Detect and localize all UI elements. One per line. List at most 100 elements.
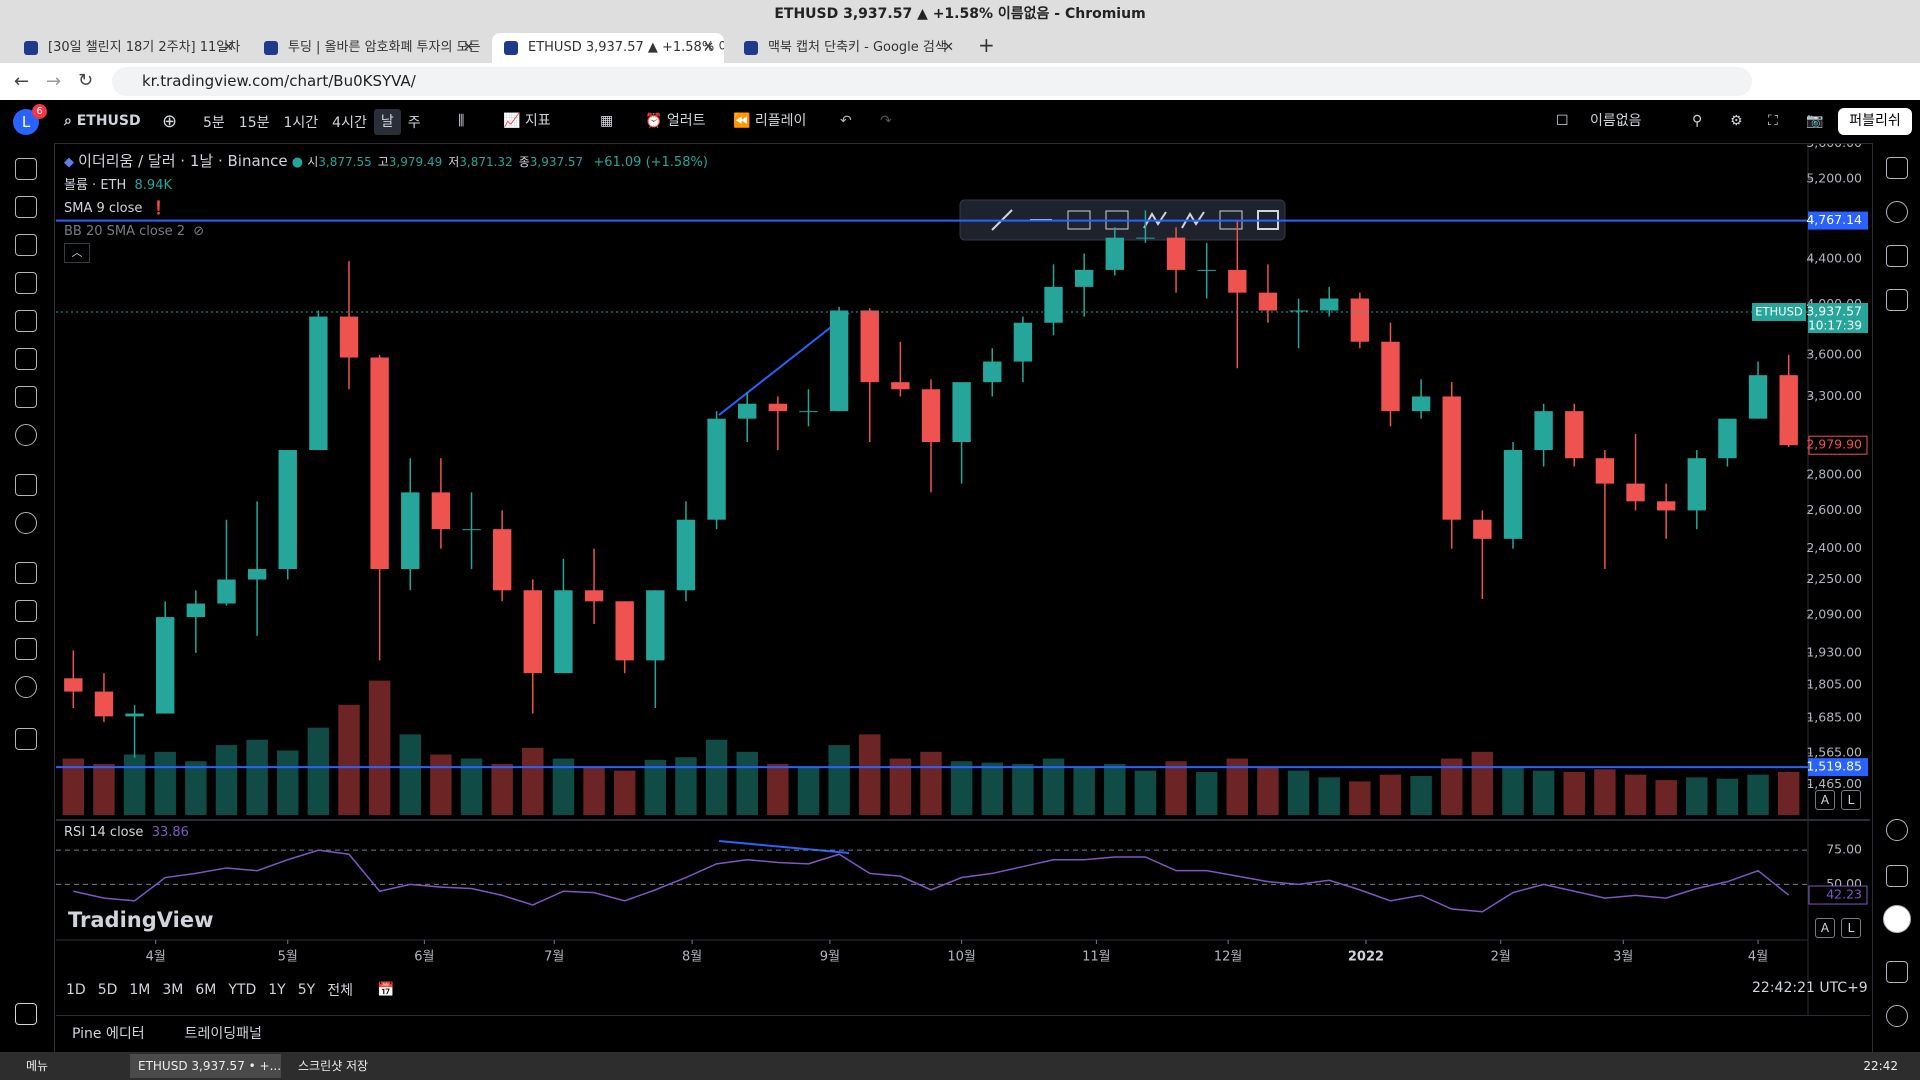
browser-tab[interactable]: 맥북 캡처 단축키 - Google 검색 ✕ <box>732 33 964 63</box>
x-tick-label: 4월 <box>1748 950 1768 965</box>
panel-tab[interactable]: Pine 에디터 <box>72 1026 145 1042</box>
scale-button[interactable]: L <box>1841 790 1861 810</box>
tab-close[interactable]: ✕ <box>463 40 474 55</box>
rsi-tick-label: 75.00 <box>1826 842 1862 857</box>
x-tick-label: 12월 <box>1214 950 1243 965</box>
tab-close[interactable]: ✕ <box>703 40 714 55</box>
candle-body <box>94 691 114 717</box>
range-button[interactable]: 1M <box>129 982 151 998</box>
quick-search[interactable]: ⚲ <box>1692 113 1703 129</box>
y-tick-label: 2,250.00 <box>1806 571 1862 586</box>
forward-button[interactable]: → <box>46 71 62 92</box>
interval[interactable]: 15분 <box>238 114 270 131</box>
scale-button[interactable]: A <box>1815 790 1835 810</box>
volume-bar <box>1195 771 1218 815</box>
interval[interactable]: 날 <box>373 108 401 135</box>
volume-bar <box>644 759 667 815</box>
url-field[interactable]: kr.tradingview.com/chart/Bu0KSYVA/ <box>112 67 1752 96</box>
line-tool[interactable] <box>15 196 37 218</box>
interval[interactable]: 주 <box>407 114 421 131</box>
panel-tab[interactable]: 트레이딩패널 <box>184 1026 262 1042</box>
taskbar-window[interactable]: ETHUSD 3,937.57 • +... <box>130 1054 281 1078</box>
volume-bar <box>1287 770 1310 815</box>
fib-tool[interactable] <box>15 234 37 256</box>
range-button[interactable]: 전체 <box>327 983 353 999</box>
back-button[interactable]: ← <box>14 71 30 92</box>
projection-tool[interactable] <box>15 310 37 332</box>
volume-bar <box>62 758 85 815</box>
undo-button[interactable]: ↶ <box>840 113 852 129</box>
chart-type-button[interactable]: ⫼ <box>458 113 465 129</box>
taskbar-window[interactable]: 스크린샷 저장 <box>298 1059 369 1073</box>
x-tick-label: 2월 <box>1491 950 1511 965</box>
scale-button[interactable]: L <box>1841 918 1861 938</box>
start-menu[interactable]: 메뉴 <box>26 1059 49 1073</box>
layout-name[interactable]: 이름없음 <box>1590 113 1642 129</box>
layers-icon[interactable] <box>1886 245 1908 267</box>
sma-label: SMA 9 close <box>64 201 143 216</box>
snapshot-button[interactable]: 📷 <box>1806 113 1824 129</box>
tab-close[interactable]: ✕ <box>943 40 954 55</box>
chat-icon[interactable] <box>1886 289 1908 311</box>
volume-bar <box>93 763 115 815</box>
compare-button[interactable]: ⊕ <box>162 111 178 132</box>
browser-tab[interactable]: 투딩 | 올바른 암호화폐 투자의 모든 ✕ <box>252 33 484 63</box>
hide-tool[interactable] <box>15 676 37 698</box>
bottom-panels: Pine 에디터 트레이딩패널 <box>56 1015 1870 1052</box>
indicators-button[interactable]: 📈 지표 <box>503 113 551 129</box>
stream-icon[interactable] <box>1886 961 1908 983</box>
range-button[interactable]: 6M <box>195 982 217 998</box>
collapse-button[interactable]: ︿ <box>64 243 90 263</box>
volume-bar <box>1134 770 1157 815</box>
volume-bar <box>1318 777 1340 815</box>
replay-button[interactable]: ⏪ 리플레이 <box>733 113 807 129</box>
brush-tool[interactable] <box>15 348 37 370</box>
ideas-icon[interactable] <box>1886 819 1908 841</box>
range-button[interactable]: 1D <box>66 982 86 998</box>
measure-tool[interactable] <box>15 474 37 496</box>
cursor-tool[interactable] <box>15 158 37 180</box>
fullscreen-button[interactable]: ⛶ <box>1768 113 1778 129</box>
settings-button[interactable]: ⚙ <box>1730 113 1743 129</box>
date-range-button[interactable]: 📅 <box>376 982 395 998</box>
range-button[interactable]: 3M <box>162 982 184 998</box>
text-tool[interactable] <box>15 386 37 408</box>
magnet-tool[interactable] <box>15 562 37 584</box>
interval[interactable]: 5분 <box>203 114 225 131</box>
layouts-button[interactable]: ▦ <box>600 113 614 129</box>
zoom-tool[interactable] <box>15 512 37 534</box>
redo-button[interactable]: ↷ <box>880 113 892 129</box>
browser-tab[interactable]: [30일 챌린지 18기 2주차] 11일차 ✕ <box>12 33 244 63</box>
tab-close[interactable]: ✕ <box>223 40 234 55</box>
browser-tab[interactable]: ETHUSD 3,937.57 ▲ +1.58% 이 ✕ <box>492 33 724 63</box>
favorites-tool[interactable] <box>15 1003 37 1025</box>
apps-icon[interactable] <box>1883 905 1911 933</box>
icon-tool[interactable] <box>15 424 37 446</box>
volume-value: 8.94K <box>134 178 172 193</box>
range-button[interactable]: 1Y <box>268 982 286 998</box>
lock-tool[interactable] <box>15 638 37 660</box>
scale-button[interactable]: A <box>1815 918 1835 938</box>
interval[interactable]: 4시간 <box>332 114 367 131</box>
help-icon[interactable] <box>1886 1005 1908 1027</box>
symbol-search[interactable]: ⌕ ETHUSD <box>64 113 141 129</box>
interval[interactable]: 1시간 <box>283 114 319 131</box>
candle-body <box>278 450 297 570</box>
calendar-icon[interactable] <box>1886 865 1908 887</box>
candle-body <box>707 418 726 520</box>
volume-bar <box>1410 776 1432 815</box>
range-button[interactable]: 5Y <box>297 982 316 998</box>
clock: 22:42:21 UTC+9 <box>1752 980 1868 996</box>
delete-tool[interactable] <box>15 728 37 750</box>
alert-button[interactable]: ⏰ 얼러트 <box>645 113 706 129</box>
alerts-icon[interactable] <box>1886 201 1908 223</box>
pattern-tool[interactable] <box>15 272 37 294</box>
stay-drawing-tool[interactable] <box>15 600 37 622</box>
publish-button[interactable]: 퍼블리쉬 <box>1838 108 1912 135</box>
watchlist-icon[interactable] <box>1886 157 1908 179</box>
range-button[interactable]: YTD <box>228 982 257 998</box>
range-button[interactable]: 5D <box>97 982 118 998</box>
reload-button[interactable]: ↻ <box>78 70 94 91</box>
layout-button[interactable]: ☐ <box>1556 113 1569 129</box>
new-tab-button[interactable]: + <box>978 33 995 57</box>
